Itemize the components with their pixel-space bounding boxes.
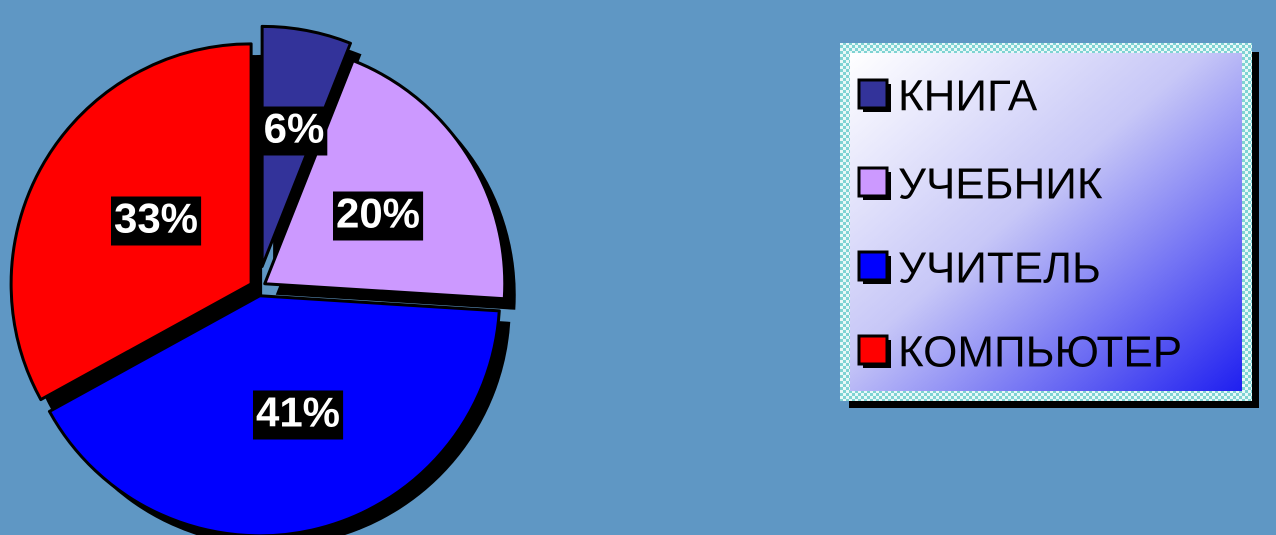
slice-2 [263, 59, 507, 301]
data-label-4: 33% [111, 195, 202, 246]
data-label-text-1: 6% [264, 105, 325, 152]
legend-label-4: КОМПЬЮТЕР [898, 328, 1182, 377]
legend: КНИГА УЧЕБНИК УЧИТЕЛЬ КОМПЬЮТЕР [840, 43, 1259, 408]
data-label-text-4: 33% [114, 195, 198, 242]
data-label-1: 6% [260, 105, 328, 156]
data-label-box-2 [333, 191, 424, 241]
data-label-text-2: 20% [336, 190, 420, 237]
legend-item-1: КНИГА [857, 72, 1038, 121]
data-label-2: 20% [333, 190, 424, 241]
data-label-box-3 [253, 390, 344, 440]
legend-item-4: КОМПЬЮТЕР [857, 328, 1182, 377]
legend-swatch-3 [857, 250, 889, 282]
legend-item-3: УЧИТЕЛЬ [857, 244, 1101, 293]
legend-item-2: УЧЕБНИК [857, 160, 1103, 209]
data-label-box-1 [260, 106, 328, 156]
data-label-text-3: 41% [256, 389, 340, 436]
legend-label-1: КНИГА [898, 72, 1038, 121]
legend-box [850, 53, 1242, 391]
data-label-3: 41% [253, 389, 344, 440]
legend-label-3: УЧИТЕЛЬ [898, 244, 1101, 293]
legend-swatch-2 [857, 166, 889, 198]
pie-data-labels: 6%20% 41% 33% [111, 105, 424, 440]
legend-swatch-4 [857, 334, 889, 366]
data-label-box-4 [111, 196, 202, 246]
legend-label-2: УЧЕБНИК [898, 160, 1103, 209]
legend-swatch-1 [857, 78, 889, 110]
legend-items: КНИГА УЧЕБНИК УЧИТЕЛЬ КОМПЬЮТЕР [857, 72, 1182, 377]
